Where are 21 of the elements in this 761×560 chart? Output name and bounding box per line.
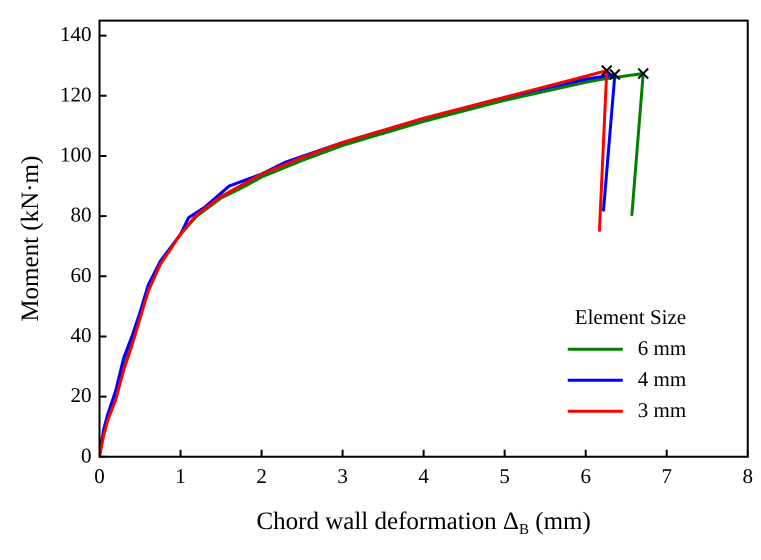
x-tick-label: 7 [661,464,672,488]
y-tick-label: 120 [60,82,92,106]
x-tick-label: 6 [580,464,591,488]
y-tick-label: 40 [70,322,92,347]
y-tick-label: 100 [60,142,92,166]
legend-label: 4 mm [638,366,686,391]
y-tick-label: 60 [70,262,92,287]
y-tick-label: 20 [70,383,92,408]
legend-label: 3 mm [638,398,686,422]
x-tick-label: 4 [418,464,430,488]
y-tick-label: 140 [60,22,92,46]
x-tick-label: 5 [499,464,510,488]
x-tick-label: 2 [256,464,267,488]
x-tick-label: 1 [175,464,186,488]
legend-title: Element Size [574,304,686,329]
y-axis-title: Moment (kN·m) [17,156,44,322]
y-tick-label: 0 [81,443,92,468]
x-tick-label: 3 [337,464,348,488]
x-tick-label: 8 [742,464,753,488]
legend-label: 6 mm [638,336,686,360]
y-tick-label: 80 [70,202,92,227]
